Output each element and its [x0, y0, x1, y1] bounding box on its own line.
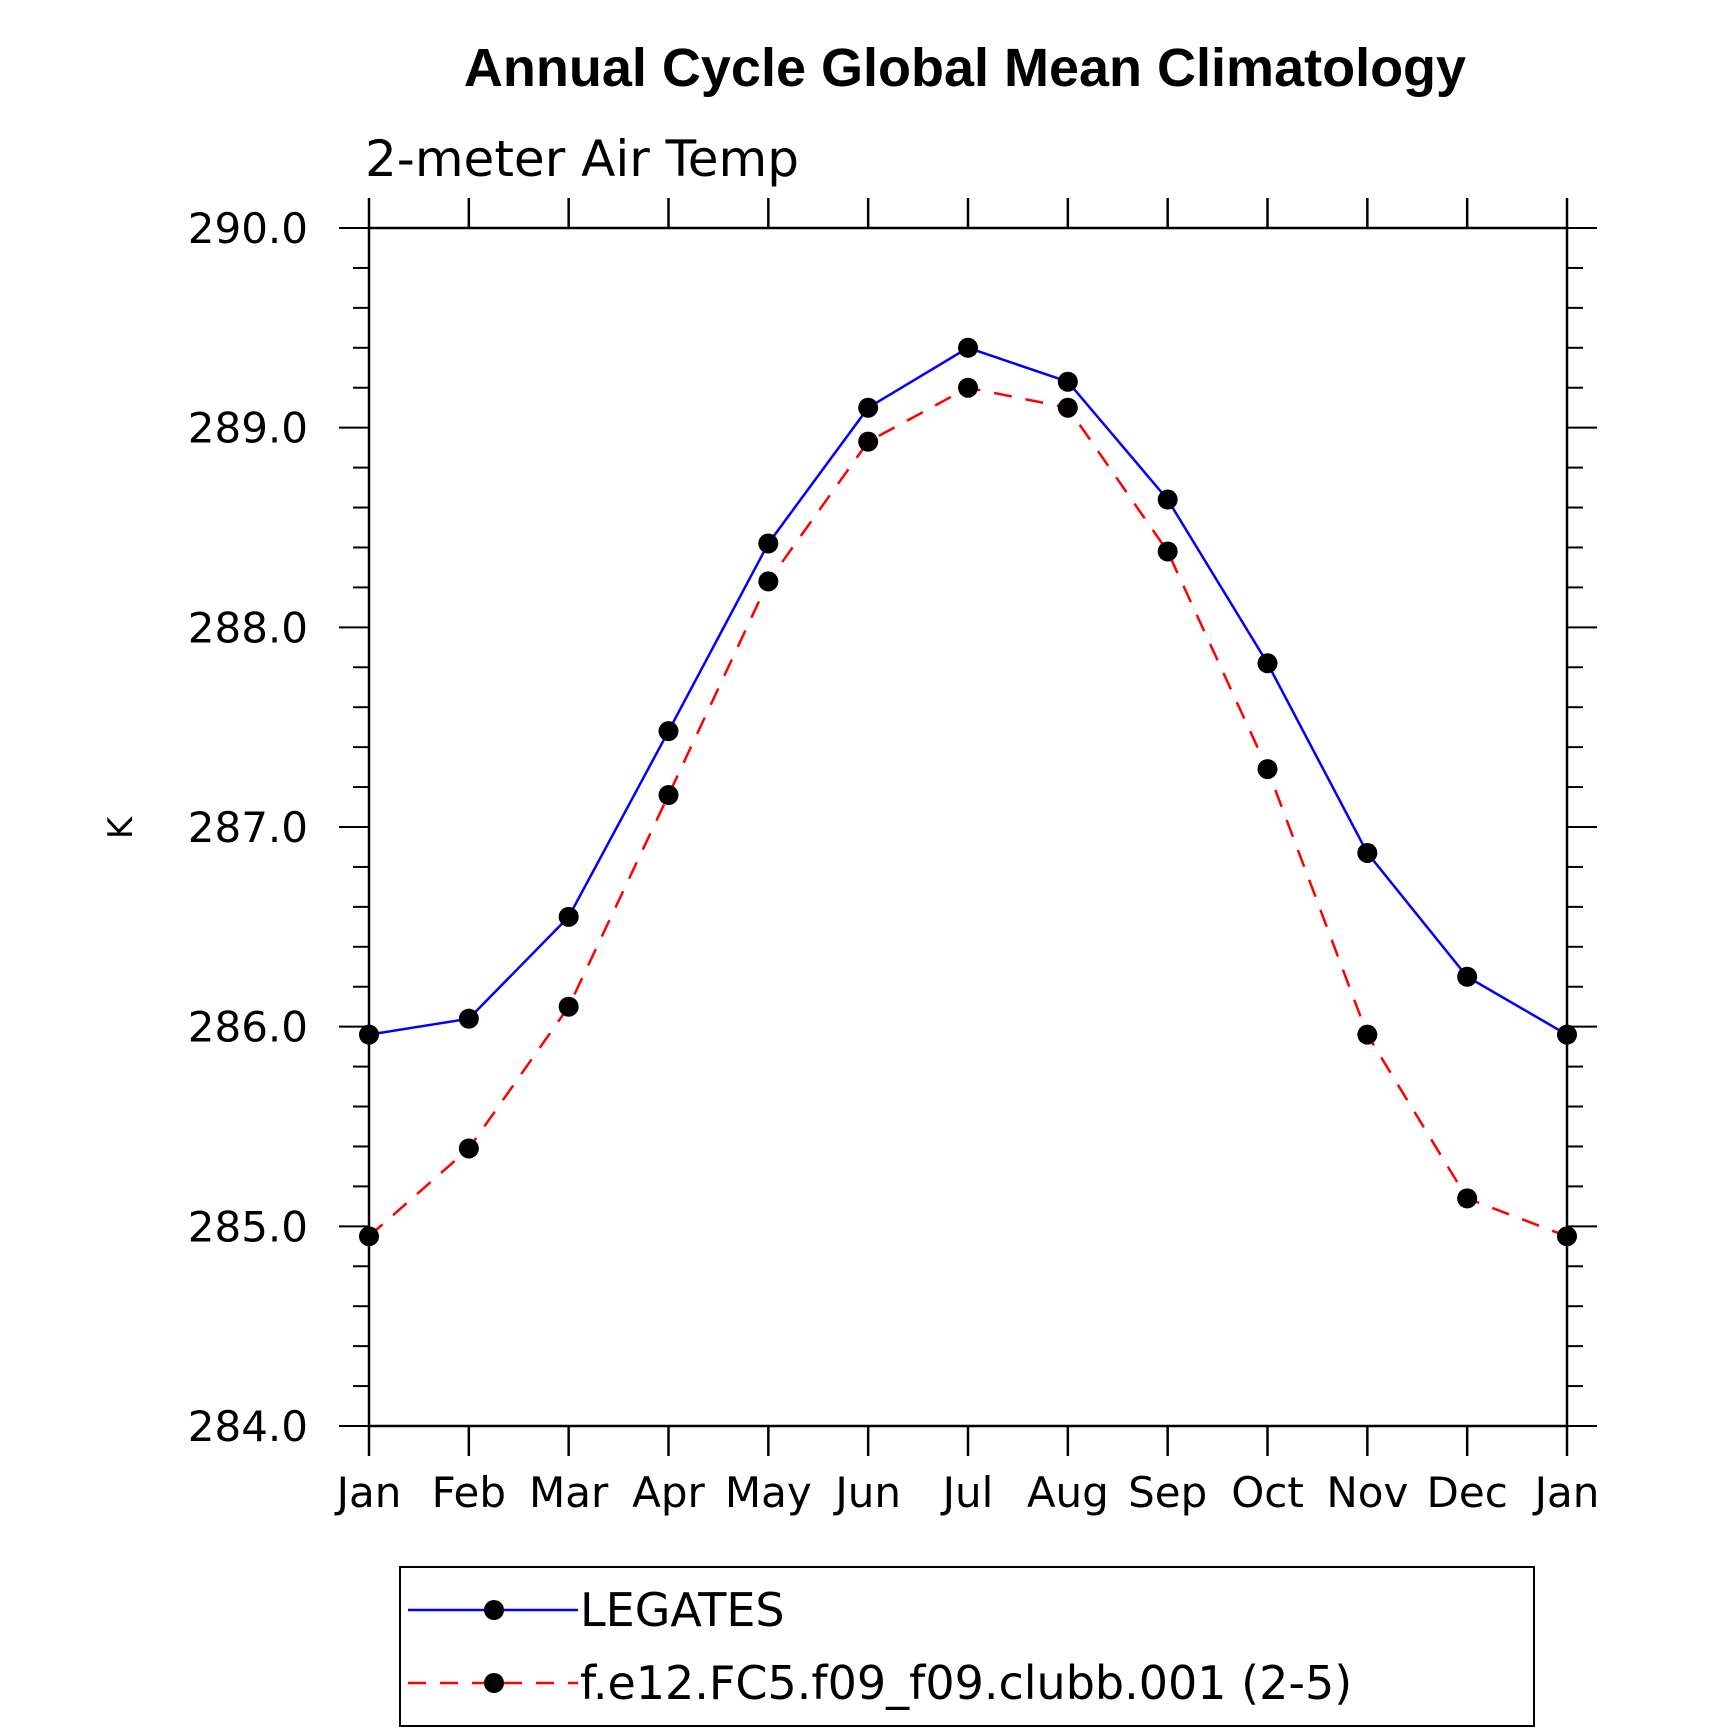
- series-1-point-7: [1057, 397, 1078, 418]
- series-line-0: [368, 346, 1568, 1036]
- y-axis: 284.0 285.0 286.0 287.0 288.0 289.0 290.0: [188, 204, 1597, 1451]
- legend-swatch-model-marker: [484, 1673, 504, 1693]
- series-1-point-8: [1157, 541, 1178, 562]
- legend-swatch-legates-marker: [484, 1600, 504, 1620]
- plot-border: [367, 226, 1569, 1428]
- series-1-point-11: [1457, 1188, 1478, 1209]
- series-1-point-5: [858, 431, 879, 452]
- x-tick-label-sep-8: Sep: [1128, 1468, 1207, 1517]
- series-0-point-1: [458, 1008, 479, 1029]
- series-0-point-3: [658, 721, 679, 742]
- series-0-point-5: [858, 397, 879, 418]
- series-1-point-9: [1257, 759, 1278, 780]
- y-tick-label-5: 289.0: [188, 404, 308, 453]
- y-tick-label-2: 286.0: [188, 1003, 308, 1052]
- series-1-point-10: [1357, 1024, 1378, 1045]
- x-tick-label-apr-3: Apr: [632, 1468, 705, 1517]
- series-1-point-6: [958, 377, 978, 398]
- series-1-point-0: [359, 1226, 379, 1247]
- x-tick-label-dec-11: Dec: [1427, 1468, 1508, 1517]
- axes-frame: [367, 226, 1569, 1428]
- chart-subtitle: 2-meter Air Temp: [365, 130, 799, 188]
- x-tick-label-jul-6: Jul: [940, 1468, 994, 1517]
- series-1-point-4: [758, 571, 779, 592]
- y-tick-label-0: 284.0: [188, 1402, 308, 1451]
- x-tick-label-jun-5: Jun: [832, 1468, 901, 1517]
- y-tick-label-6: 290.0: [188, 204, 308, 253]
- series-1-point-2: [558, 996, 579, 1017]
- legend-label-model: f.e12.FC5.f09_f09.clubb.001 (2-5): [580, 1656, 1352, 1710]
- plot-area: [359, 337, 1577, 1247]
- legend-label-legates: LEGATES: [580, 1583, 785, 1637]
- series-0-point-0: [359, 1024, 379, 1045]
- x-tick-label-jan-12: Jan: [1532, 1468, 1600, 1517]
- series-0-point-6: [958, 337, 978, 358]
- y-tick-label-3: 287.0: [188, 803, 308, 852]
- series-0-point-9: [1257, 653, 1278, 674]
- y-tick-label-4: 288.0: [188, 603, 308, 652]
- series-1-point-12: [1557, 1226, 1577, 1247]
- x-tick-label-aug-7: Aug: [1027, 1468, 1109, 1517]
- series-line-1: [368, 386, 1568, 1238]
- series-0-point-12: [1557, 1024, 1577, 1045]
- x-tick-label-jan-0: Jan: [334, 1468, 402, 1517]
- series-0-point-10: [1357, 842, 1378, 863]
- y-tick-label-1: 285.0: [188, 1202, 308, 1251]
- series-0-point-7: [1057, 371, 1078, 392]
- x-tick-label-oct-9: Oct: [1231, 1468, 1304, 1517]
- series-0-point-4: [758, 533, 779, 554]
- series-0-point-11: [1457, 966, 1478, 987]
- x-tick-label-may-4: May: [725, 1468, 812, 1517]
- chart-title: Annual Cycle Global Mean Climatology: [464, 38, 1466, 98]
- series-1-point-3: [658, 785, 679, 806]
- y-axis-label: K: [101, 815, 141, 839]
- x-tick-label-feb-1: Feb: [432, 1468, 506, 1517]
- x-tick-label-nov-10: Nov: [1326, 1468, 1408, 1517]
- legend-box: [399, 1566, 1535, 1727]
- x-tick-label-mar-2: Mar: [529, 1468, 609, 1517]
- series-0-point-8: [1157, 489, 1178, 510]
- series-1-point-1: [458, 1138, 479, 1159]
- x-axis: Jan Feb Mar Apr May Jun Jul Aug Sep Oct Nov Dec Jan: [334, 198, 1600, 1517]
- legend: LEGATES f.e12.FC5.f09_f09.clubb.001 (2-5…: [399, 1566, 1535, 1727]
- series-0-point-2: [558, 906, 579, 927]
